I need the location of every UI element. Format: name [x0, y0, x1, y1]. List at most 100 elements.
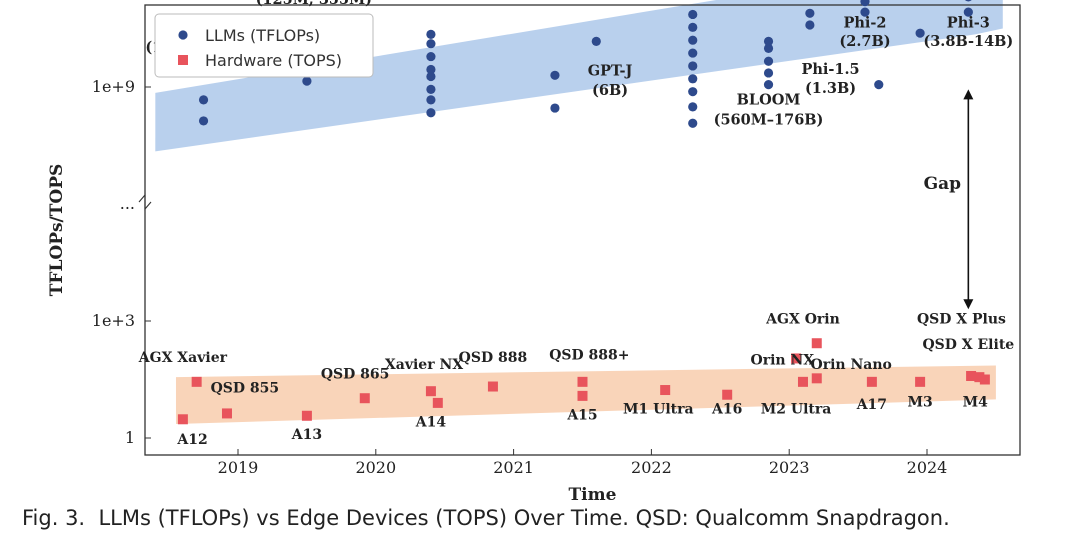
- hardware-point: [797, 376, 808, 387]
- y-tick-label: 1: [125, 428, 135, 447]
- hardware-label: A14: [415, 414, 447, 430]
- hardware-point: [191, 376, 202, 387]
- llm-point: [688, 35, 698, 45]
- llm-label: Phi-3: [947, 14, 990, 31]
- llm-point: [688, 22, 698, 32]
- hardware-point: [791, 353, 802, 364]
- hardware-point: [974, 372, 985, 383]
- x-tick-label: 2019: [218, 458, 259, 477]
- llm-label: (125M, 355M): [256, 0, 372, 8]
- hardware-label: QSD X Elite: [922, 337, 1014, 353]
- hardware-label: QSD 865: [321, 366, 390, 382]
- legend-hardware-marker: [178, 55, 188, 65]
- llm-point: [860, 0, 870, 7]
- y-tick-label: ...: [120, 194, 135, 213]
- llm-point: [426, 95, 436, 105]
- hardware-point: [722, 389, 733, 400]
- llm-point: [688, 118, 698, 128]
- llm-point: [763, 36, 774, 46]
- hardware-point: [301, 410, 312, 421]
- llm-point: [688, 48, 698, 58]
- llm-point: [763, 80, 774, 90]
- llm-point: [426, 71, 436, 82]
- llm-point: [964, 0, 972, 2]
- y-axis-label: TFLOPs/TOPS: [47, 164, 67, 297]
- llm-point: [550, 70, 560, 80]
- hardware-label: A13: [291, 427, 322, 443]
- figure-caption: Fig. 3. LLMs (TFLOPs) vs Edge Devices (T…: [22, 506, 1072, 530]
- llm-point: [426, 51, 436, 62]
- llm-point: [805, 8, 815, 18]
- llm-point: [688, 9, 698, 20]
- llm-point: [763, 56, 774, 66]
- llm-point: [688, 74, 698, 84]
- hardware-point: [487, 381, 498, 392]
- llm-point: [591, 36, 601, 46]
- hardware-label: Orin NX: [751, 352, 815, 368]
- llm-point: [426, 29, 436, 39]
- hardware-label: QSD 888: [459, 350, 528, 366]
- llm-label: (1.3B): [805, 80, 856, 97]
- hardware-point: [177, 414, 188, 425]
- llm-point: [426, 64, 436, 75]
- gap-arrow-head-bottom: [963, 299, 974, 310]
- llm-label: GPT-J: [588, 62, 633, 79]
- llm-point: [302, 76, 312, 86]
- llm-point: [426, 84, 436, 94]
- hardware-label: M1 Ultra: [623, 401, 694, 417]
- legend-hardware-label: Hardware (TOPS): [205, 51, 342, 70]
- llm-label: (560M–176B): [714, 111, 824, 128]
- hardware-label: A17: [856, 397, 887, 413]
- hardware-label: Xavier NX: [385, 357, 463, 373]
- legend-box: [154, 13, 374, 78]
- llm-point: [198, 116, 209, 126]
- x-tick-label: 2020: [355, 458, 396, 477]
- llm-point: [763, 43, 774, 53]
- llm-point: [550, 103, 560, 113]
- legend-llm-marker: [178, 30, 188, 40]
- caption-prefix: Fig. 3.: [22, 506, 86, 530]
- hardware-label: Orin Nano: [811, 357, 892, 373]
- llm-point: [688, 61, 698, 71]
- llm-label: Phi-2: [843, 14, 886, 31]
- caption-text: LLMs (TFLOPs) vs Edge Devices (TOPS) Ove…: [98, 506, 950, 530]
- llm-point: [198, 95, 209, 105]
- hardware-point: [811, 373, 822, 384]
- llm-point: [915, 28, 925, 38]
- llm-label: Phi-1.5: [801, 61, 859, 78]
- llm-label: (2.7B): [839, 33, 890, 50]
- llm-band: [155, 0, 1003, 152]
- y-tick-label: 1e+9: [92, 77, 135, 96]
- hardware-label: A15: [566, 407, 597, 423]
- hardware-label: QSD 855: [211, 380, 280, 396]
- llm-point: [805, 20, 815, 30]
- llm-point: [426, 39, 436, 49]
- legend-llm-label: LLMs (TFLOPs): [205, 26, 320, 45]
- hardware-label: M4: [963, 394, 988, 410]
- x-axis-label: Time: [569, 485, 617, 505]
- llm-point: [763, 68, 774, 78]
- hardware-point: [966, 370, 977, 381]
- hardware-point: [425, 386, 436, 397]
- llm-label: (6B): [592, 82, 628, 99]
- hardware-point: [915, 376, 926, 387]
- y-axis-break: [138, 193, 152, 211]
- hardware-point: [866, 376, 877, 387]
- llm-point: [688, 87, 698, 97]
- hardware-label: AGX Orin: [765, 311, 840, 327]
- plot-frame: [144, 4, 1021, 456]
- hardware-point: [660, 385, 671, 396]
- llm-point: [874, 80, 884, 90]
- x-tick-label: 2023: [769, 458, 810, 477]
- llm-point: [860, 7, 870, 17]
- hardware-label: AGX Xavier: [138, 350, 228, 366]
- hardware-point: [359, 393, 370, 404]
- llm-point: [426, 108, 436, 118]
- llm-point: [963, 7, 973, 17]
- x-tick-label: 2024: [907, 458, 948, 477]
- hardware-point: [221, 408, 232, 419]
- gap-label: Gap: [924, 174, 962, 194]
- hardware-label: A16: [711, 401, 742, 417]
- hardware-label: M3: [907, 394, 932, 410]
